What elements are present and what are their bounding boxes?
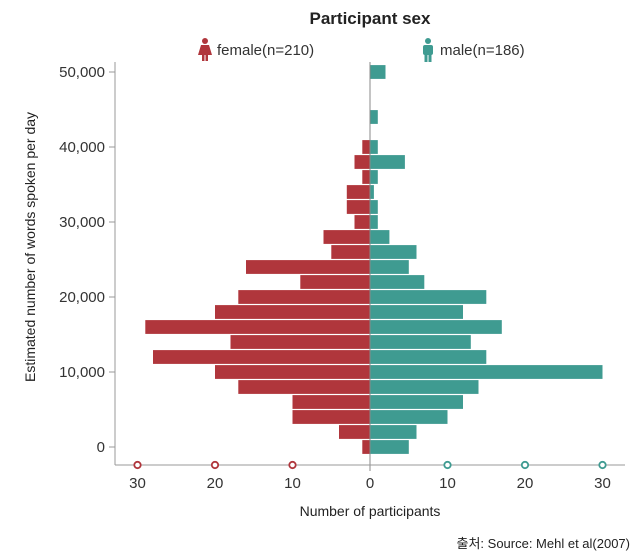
female-bar-8000	[238, 380, 371, 394]
x-tick-marker	[598, 460, 607, 470]
y-tick-label: 20,000	[59, 289, 105, 306]
male-bar-38000	[370, 155, 405, 169]
bars-group	[145, 65, 603, 454]
male-bar-12000	[370, 350, 487, 364]
male-bar-20000	[370, 290, 487, 304]
y-tick-label: 50,000	[59, 64, 105, 81]
female-bar-10000	[215, 365, 370, 379]
male-bar-8000	[370, 380, 479, 394]
female-bar-32000	[346, 200, 371, 214]
x-tick-label: 20	[207, 475, 224, 492]
female-bar-20000	[238, 290, 371, 304]
male-bar-28000	[370, 230, 390, 244]
male-bar-34000	[370, 185, 374, 199]
female-bar-36000	[362, 170, 371, 184]
male-bar-32000	[370, 200, 378, 214]
male-bar-14000	[370, 335, 471, 349]
male-bar-22000	[370, 275, 425, 289]
legend: female(n=210) male(n=186)	[198, 38, 525, 62]
female-bar-34000	[346, 185, 371, 199]
female-bar-16000	[145, 320, 371, 334]
female-bar-2000	[339, 425, 370, 439]
legend-male-label: male(n=186)	[440, 42, 525, 59]
female-person-icon	[198, 38, 212, 61]
x-tick-marker	[210, 460, 220, 470]
male-bar-16000	[370, 320, 502, 334]
male-bar-36000	[370, 170, 378, 184]
male-bar-18000	[370, 305, 463, 319]
female-bar-28000	[323, 230, 370, 244]
x-ticks-group: 30 20 10 0 10 20 30	[129, 460, 611, 492]
male-bar-2000	[370, 425, 417, 439]
female-bar-24000	[246, 260, 370, 274]
female-bar-30000	[354, 215, 370, 229]
source-note: 출처: Source: Mehl et al(2007)	[457, 536, 631, 551]
x-tick-label: 20	[517, 475, 534, 492]
female-bar-0	[362, 440, 371, 454]
x-tick-label: 30	[594, 475, 611, 492]
x-tick-marker	[288, 460, 297, 470]
female-bar-12000	[153, 350, 370, 364]
x-tick-marker	[443, 460, 452, 470]
female-bar-22000	[300, 275, 371, 289]
x-tick-marker	[520, 460, 530, 470]
female-bar-40000	[362, 140, 371, 154]
male-bar-30000	[370, 215, 378, 229]
male-bar-50000	[370, 65, 386, 79]
axes-group	[114, 62, 625, 471]
chart-title: Participant sex	[310, 9, 431, 28]
y-axis-label: Estimated number of words spoken per day	[22, 112, 38, 382]
male-bar-10000	[370, 365, 603, 379]
x-tick-marker	[133, 460, 142, 470]
female-bar-18000	[215, 305, 370, 319]
male-bar-40000	[370, 140, 378, 154]
x-tick-label: 10	[439, 475, 456, 492]
y-tick-label: 30,000	[59, 214, 105, 231]
male-person-icon	[423, 38, 433, 62]
y-tick-label: 10,000	[59, 364, 105, 381]
x-tick-label: 10	[284, 475, 301, 492]
y-ticks-group: 0 10,000 20,000 30,000 40,000 50,000	[59, 64, 115, 456]
legend-female-label: female(n=210)	[217, 42, 314, 59]
male-bar-4000	[370, 410, 448, 424]
x-axis-label: Number of participants	[300, 503, 441, 519]
y-tick-label: 0	[97, 439, 105, 456]
y-tick-label: 40,000	[59, 139, 105, 156]
male-bar-44000	[370, 110, 378, 124]
female-bar-4000	[292, 410, 370, 424]
female-bar-6000	[292, 395, 370, 409]
female-bar-14000	[230, 335, 370, 349]
x-tick-label: 0	[366, 475, 374, 492]
male-bar-26000	[370, 245, 417, 259]
female-bar-26000	[331, 245, 371, 259]
male-bar-6000	[370, 395, 463, 409]
female-bar-38000	[354, 155, 370, 169]
male-bar-24000	[370, 260, 409, 274]
x-tick-label: 30	[129, 475, 146, 492]
male-bar-0	[370, 440, 409, 454]
